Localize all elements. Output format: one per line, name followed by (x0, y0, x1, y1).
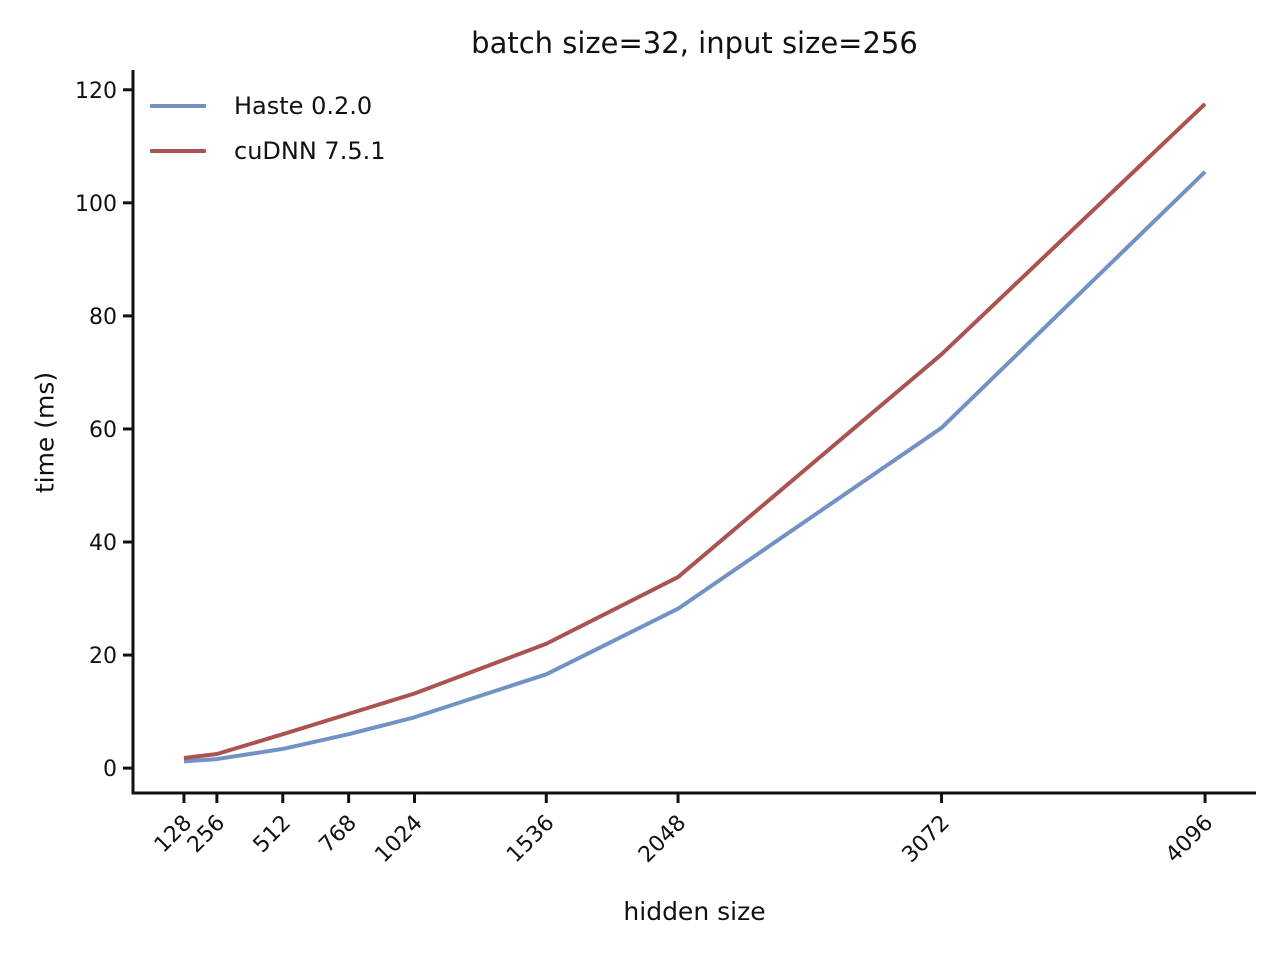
y-tick-label: 120 (75, 79, 117, 104)
y-axis-label: time (ms) (30, 371, 60, 494)
chart-title: batch size=32, input size=256 (471, 26, 918, 60)
y-tick-label: 40 (89, 531, 117, 556)
x-tick-label: 4096 (1161, 811, 1218, 868)
legend-item-haste: Haste 0.2.0 (150, 90, 386, 122)
series-line-haste-0-2-0 (183, 170, 1207, 764)
x-axis-label: hidden size (623, 897, 766, 926)
legend-swatch-haste (150, 104, 206, 108)
y-tick-label: 20 (89, 644, 117, 669)
x-tick-label: 3072 (898, 811, 955, 868)
y-tick-label: 100 (75, 192, 117, 217)
x-tick-label: 1536 (502, 811, 559, 868)
legend-item-cudnn: cuDNN 7.5.1 (150, 135, 386, 167)
y-tick-label: 60 (89, 418, 117, 443)
series-line-cudnn-7-5-1 (183, 102, 1207, 760)
y-tick-label: 80 (89, 305, 117, 330)
legend-label-haste: Haste 0.2.0 (234, 92, 373, 120)
x-tick-label: 1024 (370, 811, 427, 868)
x-tick-label: 768 (315, 811, 362, 858)
legend: Haste 0.2.0 cuDNN 7.5.1 (150, 90, 386, 167)
x-tick-label: 2048 (634, 811, 691, 868)
x-tick-label: 512 (249, 811, 296, 858)
legend-swatch-cudnn (150, 149, 206, 153)
y-tick-label: 0 (103, 757, 117, 782)
legend-label-cudnn: cuDNN 7.5.1 (234, 137, 386, 165)
x-tick-label: 256 (183, 811, 230, 858)
